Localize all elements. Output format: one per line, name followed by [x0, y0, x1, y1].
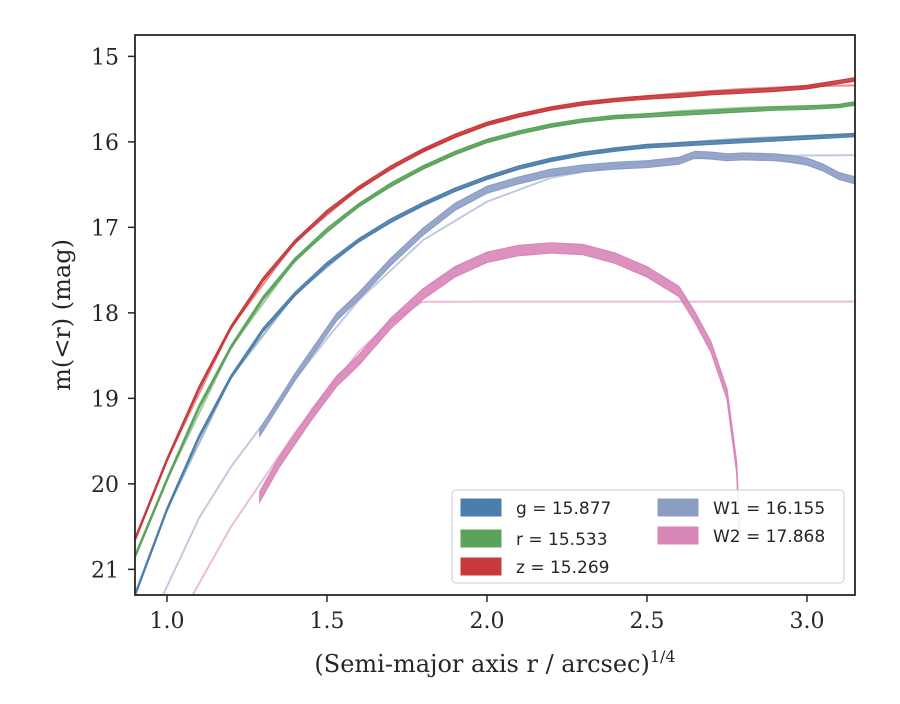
x-tick-label: 3.0	[790, 609, 825, 634]
y-axis-title: m(<r) (mag)	[48, 239, 76, 391]
y-tick-label: 19	[91, 387, 119, 412]
legend: g = 15.877 r = 15.533 z = 15.269 W1 = 16.15…	[451, 489, 845, 584]
legend-swatch	[460, 557, 502, 576]
legend-swatch	[657, 526, 699, 545]
series-g	[135, 132, 855, 595]
y-tick-label: 15	[91, 45, 119, 70]
x-tick-label: 2.0	[470, 609, 505, 634]
y-tick-label: 16	[91, 131, 119, 156]
y-axis-ticks: 15 16 17 18 19 20 21	[91, 45, 135, 583]
legend-item-r: r = 15.533	[460, 529, 608, 550]
legend-swatch	[460, 529, 502, 548]
x-axis-title-text: (Semi-major axis r / arcsec)	[314, 650, 649, 678]
legend-label: W1 = 16.155	[713, 499, 825, 519]
x-tick-label: 1.5	[310, 609, 345, 634]
legend-label: z = 15.269	[516, 558, 609, 578]
legend-swatch	[657, 498, 699, 517]
legend-item-w1: W1 = 16.155	[657, 498, 825, 519]
y-tick-label: 20	[91, 473, 119, 498]
legend-label: g = 15.877	[516, 499, 611, 519]
x-tick-label: 2.5	[630, 609, 665, 634]
series-z	[135, 77, 855, 542]
series-w1	[161, 150, 855, 595]
data-band-g	[135, 132, 855, 595]
x-tick-label: 1.0	[150, 609, 185, 634]
x-axis-title-power: 1/4	[650, 647, 676, 666]
x-axis-ticks: 1.0 1.5 2.0 2.5 3.0	[150, 595, 825, 634]
legend-label: r = 15.533	[516, 530, 608, 550]
legend-swatch	[460, 498, 502, 517]
legend-item-g: g = 15.877	[460, 498, 611, 519]
plot-frame	[134, 34, 856, 596]
legend-item-z: z = 15.269	[460, 557, 609, 578]
data-band-z	[135, 77, 855, 542]
data-band-w1	[259, 150, 855, 439]
y-tick-label: 21	[91, 558, 119, 583]
x-axis-title: (Semi-major axis r / arcsec)1/4	[314, 647, 675, 678]
series-r	[135, 101, 855, 559]
y-tick-label: 18	[91, 302, 119, 327]
legend-label: W2 = 17.868	[713, 527, 825, 547]
data-band-r	[135, 101, 855, 559]
series-layer	[135, 77, 855, 595]
legend-item-w2: W2 = 17.868	[657, 526, 825, 547]
y-tick-label: 17	[91, 216, 119, 241]
legend-box	[451, 489, 845, 584]
